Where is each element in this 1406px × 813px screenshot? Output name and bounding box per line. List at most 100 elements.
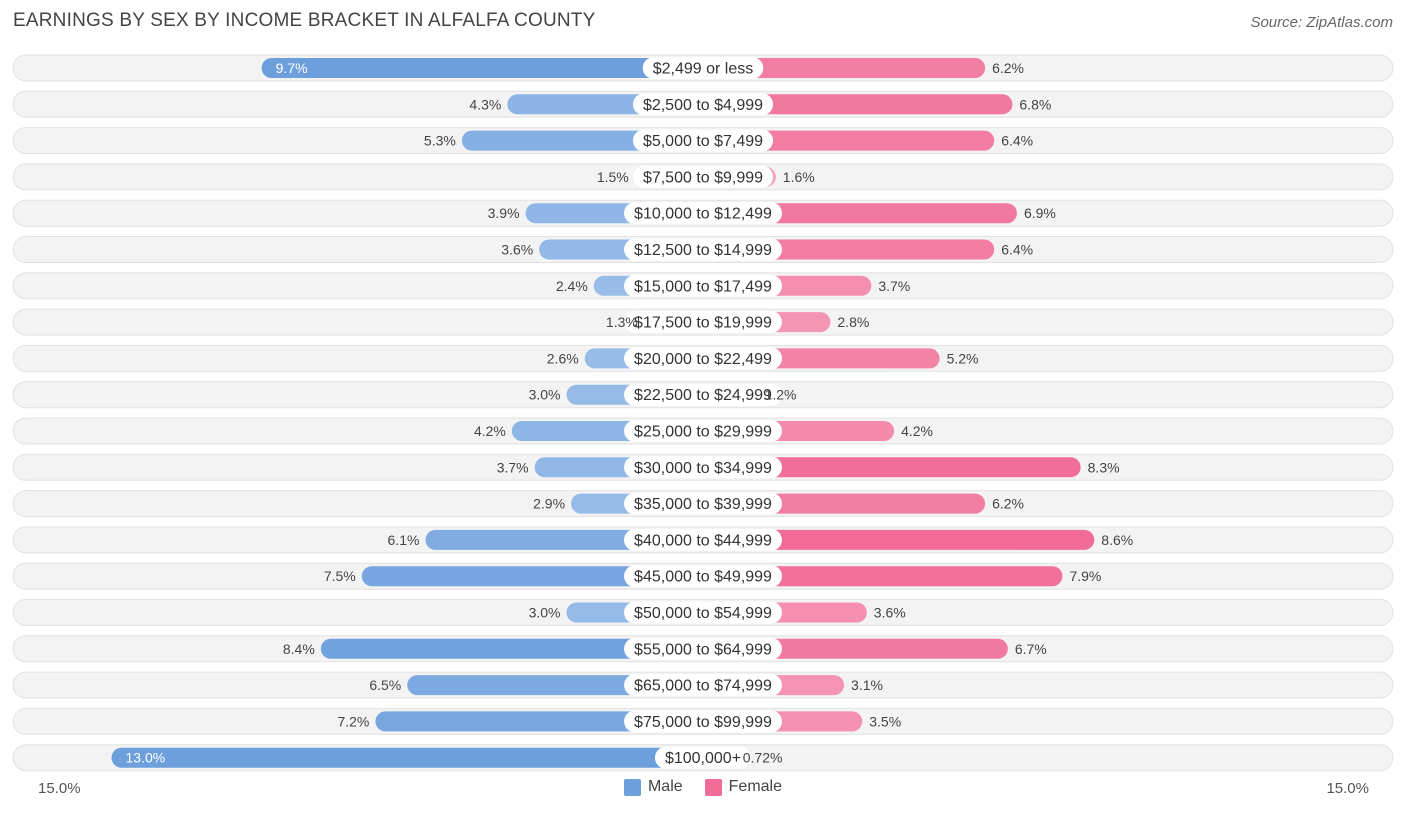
female-value-label: 1.2% — [765, 387, 797, 403]
female-value-label: 1.6% — [783, 169, 815, 185]
female-value-label: 6.8% — [1019, 96, 1051, 112]
female-bar — [703, 566, 1063, 587]
category-label: $55,000 to $64,999 — [634, 641, 772, 658]
category-label-pill — [624, 456, 782, 479]
category-label: $30,000 to $34,999 — [634, 460, 772, 477]
female-value-label: 3.7% — [878, 278, 910, 294]
female-value-label: 5.2% — [947, 350, 979, 366]
legend: Male Female — [0, 778, 1406, 796]
category-label: $50,000 to $54,999 — [634, 605, 772, 622]
category-label-pill — [624, 420, 782, 442]
legend-swatch-female — [704, 778, 722, 796]
category-label: $35,000 to $39,999 — [634, 496, 772, 513]
category-label: $45,000 to $49,999 — [634, 569, 772, 586]
female-value-label: 4.2% — [901, 423, 933, 439]
category-label-pill — [624, 528, 782, 551]
category-label: $20,000 to $22,499 — [634, 351, 772, 368]
female-bar — [703, 203, 1017, 224]
male-value-label: 2.4% — [556, 278, 588, 294]
female-value-label: 6.4% — [1001, 242, 1033, 258]
male-value-label: 1.5% — [597, 169, 629, 185]
female-value-label: 8.6% — [1101, 532, 1133, 548]
female-bar — [703, 94, 1013, 115]
category-label-pill — [624, 383, 782, 406]
female-value-label: 6.2% — [992, 60, 1024, 76]
male-value-label: 7.5% — [324, 568, 356, 584]
category-label-pill — [654, 746, 752, 769]
male-value-label: 1.3% — [606, 314, 638, 330]
male-value-label: 3.7% — [497, 459, 529, 475]
legend-label-female: Female — [728, 778, 783, 795]
male-value-label: 13.0% — [126, 750, 166, 766]
legend-item-male[interactable]: Male — [623, 778, 683, 796]
chart-title: EARNINGS BY SEX BY INCOME BRACKET IN ALF… — [13, 10, 596, 31]
male-bar — [261, 58, 703, 78]
legend-label-male: Male — [647, 778, 683, 795]
male-bar — [361, 566, 703, 587]
male-value-label: 3.0% — [529, 605, 561, 621]
axis-max-label: 15.0% — [1326, 780, 1369, 797]
bar-chart: $2,499 or less 9.7% 6.2% $2,500 to $4,999 4.… — [12, 54, 1394, 772]
male-value-label: 4.2% — [474, 423, 506, 439]
category-label: $22,500 to $24,999 — [634, 387, 772, 404]
category-label-pill — [632, 165, 774, 188]
female-value-label: 0.72% — [743, 750, 783, 766]
category-label: $25,000 to $29,999 — [634, 424, 772, 441]
male-value-label: 3.6% — [501, 242, 533, 258]
female-value-label: 3.1% — [851, 677, 883, 693]
male-value-label: 2.6% — [547, 350, 579, 366]
male-value-label: 3.9% — [488, 205, 520, 221]
category-label-pill — [624, 637, 782, 660]
male-value-label: 5.3% — [424, 133, 456, 149]
female-bar — [703, 130, 995, 151]
male-bar — [111, 747, 703, 768]
category-label: $15,000 to $17,499 — [634, 278, 772, 295]
axis-min-label: 15.0% — [38, 780, 81, 797]
category-label: $100,000+ — [665, 750, 741, 767]
legend-item-female[interactable]: Female — [704, 778, 783, 796]
male-value-label: 2.9% — [533, 496, 565, 512]
category-label-pill — [632, 129, 774, 152]
male-value-label: 9.7% — [276, 60, 308, 76]
category-label: $2,499 or less — [653, 61, 754, 78]
female-value-label: 6.9% — [1024, 205, 1056, 221]
female-bar — [703, 58, 986, 78]
category-label: $10,000 to $12,499 — [634, 206, 772, 223]
female-bar — [703, 457, 1081, 478]
category-label-pill — [624, 347, 782, 370]
female-value-label: 3.6% — [874, 605, 906, 621]
category-label-pill — [642, 57, 764, 79]
male-value-label: 4.3% — [469, 96, 501, 112]
male-bar — [375, 711, 703, 732]
female-bar — [703, 529, 1095, 550]
male-bar — [320, 638, 703, 659]
category-label: $12,500 to $14,999 — [634, 242, 772, 259]
female-value-label: 6.2% — [992, 496, 1024, 512]
category-label: $65,000 to $74,999 — [634, 678, 772, 695]
female-value-label: 3.5% — [869, 713, 901, 729]
male-value-label: 6.5% — [369, 677, 401, 693]
category-label: $17,500 to $19,999 — [634, 315, 772, 332]
category-label-pill — [624, 492, 782, 515]
source-label: Source: ZipAtlas.com — [1250, 14, 1393, 31]
category-label-pill — [624, 710, 782, 733]
category-label: $2,500 to $4,999 — [643, 97, 763, 114]
category-label-pill — [624, 202, 782, 225]
male-value-label: 3.0% — [529, 387, 561, 403]
category-label-pill — [624, 674, 782, 697]
category-label: $75,000 to $99,999 — [634, 714, 772, 731]
category-label: $40,000 to $44,999 — [634, 532, 772, 549]
female-value-label: 6.7% — [1015, 641, 1047, 657]
female-value-label: 6.4% — [1001, 133, 1033, 149]
female-value-label: 8.3% — [1088, 459, 1120, 475]
male-value-label: 8.4% — [283, 641, 315, 657]
category-label: $5,000 to $7,499 — [643, 133, 763, 150]
female-value-label: 2.8% — [837, 314, 869, 330]
category-label-pill — [624, 601, 782, 624]
category-label-pill — [632, 93, 774, 116]
category-label: $7,500 to $9,999 — [643, 169, 763, 186]
male-value-label: 6.1% — [388, 532, 420, 548]
category-label-pill — [624, 565, 782, 588]
category-label-pill — [624, 274, 782, 297]
legend-swatch-male — [623, 778, 641, 796]
